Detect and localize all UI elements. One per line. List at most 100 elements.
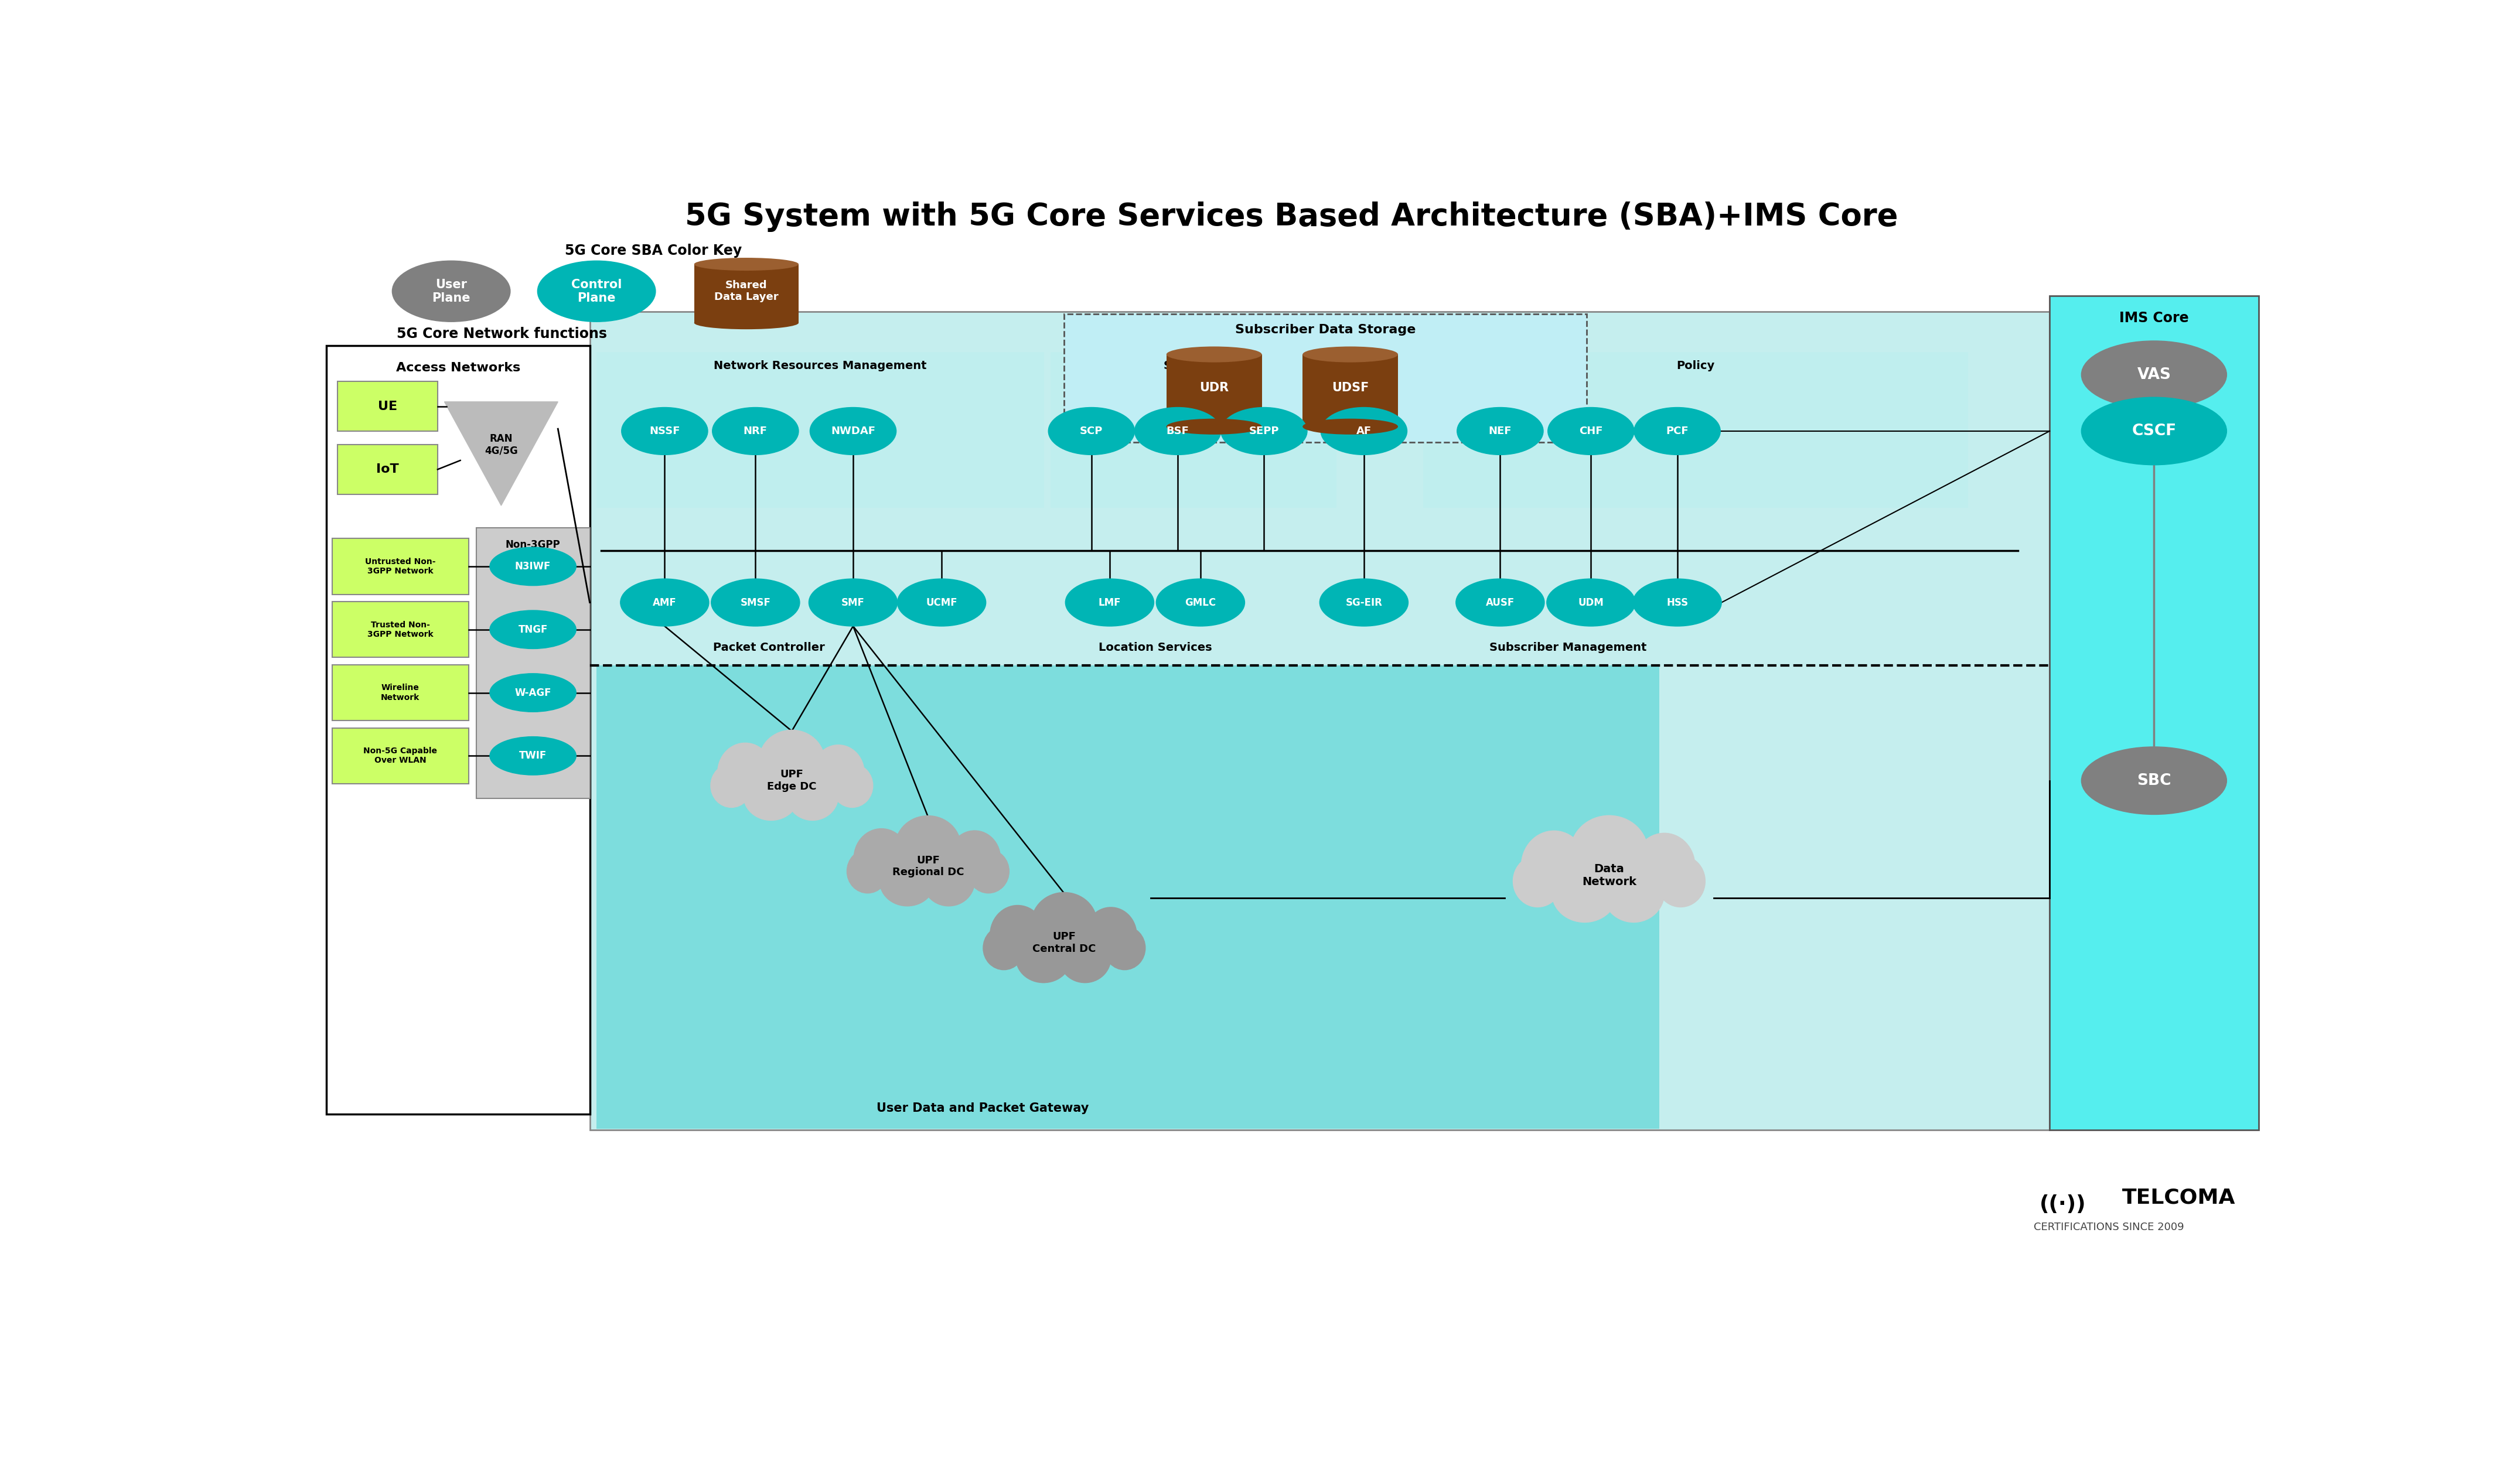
Text: UPF
Regional DC: UPF Regional DC <box>892 856 963 878</box>
Text: User Data and Packet Gateway: User Data and Packet Gateway <box>877 1103 1089 1115</box>
Ellipse shape <box>1522 831 1588 901</box>
Ellipse shape <box>1512 856 1562 907</box>
Text: Signaling: Signaling <box>1164 360 1225 371</box>
Text: Control
Plane: Control Plane <box>572 278 622 303</box>
Ellipse shape <box>713 407 799 454</box>
Ellipse shape <box>711 763 751 807</box>
Text: UPF
Central DC: UPF Central DC <box>1033 932 1096 954</box>
Ellipse shape <box>693 316 799 330</box>
Text: SEPP: SEPP <box>1250 426 1280 437</box>
Text: TNGF: TNGF <box>519 624 547 634</box>
Ellipse shape <box>1104 926 1144 970</box>
Text: Data
Network: Data Network <box>1583 863 1635 888</box>
Text: NSSF: NSSF <box>650 426 680 437</box>
Text: SMF: SMF <box>842 598 864 608</box>
Text: CSCF: CSCF <box>2132 423 2177 438</box>
Ellipse shape <box>1633 407 1721 454</box>
Ellipse shape <box>1303 347 1399 362</box>
Ellipse shape <box>983 926 1026 970</box>
Text: Untrusted Non-
3GPP Network: Untrusted Non- 3GPP Network <box>365 558 436 576</box>
Text: Network Resources Management: Network Resources Management <box>713 360 927 371</box>
FancyBboxPatch shape <box>1051 352 1336 508</box>
Text: SMSF: SMSF <box>741 598 771 608</box>
Text: UE: UE <box>378 400 398 412</box>
Text: AMF: AMF <box>653 598 675 608</box>
Ellipse shape <box>1633 579 1721 626</box>
Ellipse shape <box>811 744 864 800</box>
Ellipse shape <box>1048 407 1134 454</box>
Text: Wireline
Network: Wireline Network <box>381 684 421 702</box>
Text: 5G Core Network functions: 5G Core Network functions <box>396 327 607 341</box>
Text: Shared
Data Layer: Shared Data Layer <box>713 280 779 303</box>
Ellipse shape <box>711 579 799 626</box>
Ellipse shape <box>895 816 960 878</box>
Ellipse shape <box>1157 579 1245 626</box>
Ellipse shape <box>1066 579 1154 626</box>
Text: AUSF: AUSF <box>1487 598 1515 608</box>
Text: UPF
Edge DC: UPF Edge DC <box>766 769 816 793</box>
Ellipse shape <box>1320 407 1406 454</box>
FancyBboxPatch shape <box>333 728 469 784</box>
FancyBboxPatch shape <box>328 346 590 1115</box>
Ellipse shape <box>897 579 985 626</box>
FancyBboxPatch shape <box>590 312 2049 1130</box>
Ellipse shape <box>948 831 1000 886</box>
Text: CHF: CHF <box>1580 426 1603 437</box>
Ellipse shape <box>847 850 890 894</box>
Ellipse shape <box>1656 856 1706 907</box>
FancyBboxPatch shape <box>597 352 1043 508</box>
Text: CERTIFICATIONS SINCE 2009: CERTIFICATIONS SINCE 2009 <box>2034 1222 2185 1232</box>
Ellipse shape <box>1016 933 1071 983</box>
Text: User
Plane: User Plane <box>431 278 471 303</box>
Ellipse shape <box>1303 419 1399 435</box>
Ellipse shape <box>2082 397 2228 464</box>
Text: BSF: BSF <box>1167 426 1189 437</box>
Text: SBC: SBC <box>2137 774 2172 788</box>
Text: PCF: PCF <box>1666 426 1688 437</box>
Text: UDR: UDR <box>1200 382 1230 394</box>
Ellipse shape <box>1457 407 1542 454</box>
Text: Access Networks: Access Networks <box>396 362 519 374</box>
Text: Subscriber Data Storage: Subscriber Data Storage <box>1235 324 1416 335</box>
Text: NRF: NRF <box>743 426 769 437</box>
Ellipse shape <box>1547 579 1635 626</box>
Text: VAS: VAS <box>2137 368 2172 382</box>
Ellipse shape <box>1167 419 1263 435</box>
Ellipse shape <box>537 261 655 322</box>
Ellipse shape <box>809 579 897 626</box>
Text: Non-5G Capable
Over WLAN: Non-5G Capable Over WLAN <box>363 747 438 765</box>
Ellipse shape <box>1603 864 1663 923</box>
Text: W-AGF: W-AGF <box>514 687 552 697</box>
Text: UCMF: UCMF <box>925 598 958 608</box>
FancyBboxPatch shape <box>333 665 469 721</box>
Ellipse shape <box>1547 407 1633 454</box>
Ellipse shape <box>743 771 799 820</box>
FancyBboxPatch shape <box>1003 930 1126 957</box>
Text: AF: AF <box>1356 426 1371 437</box>
Ellipse shape <box>854 829 910 888</box>
Ellipse shape <box>922 857 975 905</box>
FancyBboxPatch shape <box>731 768 854 794</box>
FancyBboxPatch shape <box>597 665 1658 1130</box>
Ellipse shape <box>1552 864 1618 923</box>
Ellipse shape <box>1320 579 1409 626</box>
FancyBboxPatch shape <box>867 854 990 879</box>
Text: N3IWF: N3IWF <box>514 561 552 571</box>
Ellipse shape <box>393 261 509 322</box>
Ellipse shape <box>1220 407 1308 454</box>
Ellipse shape <box>620 579 708 626</box>
Text: NEF: NEF <box>1489 426 1512 437</box>
Ellipse shape <box>718 743 774 803</box>
FancyBboxPatch shape <box>476 527 590 798</box>
FancyBboxPatch shape <box>693 264 799 322</box>
Text: 5G Core SBA Color Key: 5G Core SBA Color Key <box>564 243 741 258</box>
Ellipse shape <box>968 850 1008 894</box>
Text: UDM: UDM <box>1578 598 1603 608</box>
Text: RAN
4G/5G: RAN 4G/5G <box>484 434 517 456</box>
Text: Trusted Non-
3GPP Network: Trusted Non- 3GPP Network <box>368 621 433 639</box>
Ellipse shape <box>1167 347 1263 362</box>
Ellipse shape <box>489 548 577 586</box>
FancyBboxPatch shape <box>338 381 438 431</box>
Ellipse shape <box>1633 834 1696 900</box>
FancyBboxPatch shape <box>338 444 438 494</box>
